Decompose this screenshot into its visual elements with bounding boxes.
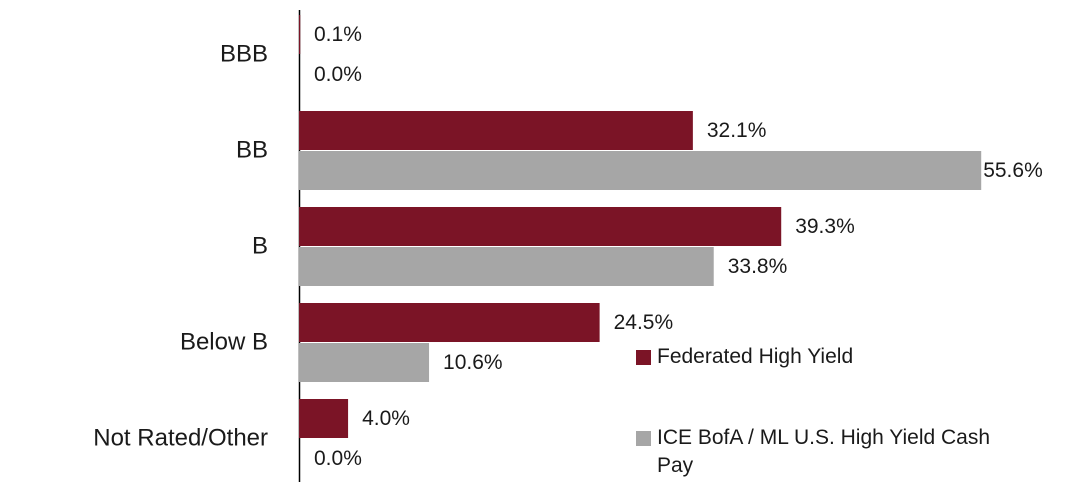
- category-label: Not Rated/Other: [93, 424, 268, 451]
- value-label: 0.1%: [314, 23, 362, 46]
- legend-label: ICE BofA / ML U.S. High Yield Cash Pay: [657, 426, 991, 477]
- value-label: 39.3%: [795, 215, 855, 238]
- legend-swatch: [636, 350, 651, 365]
- bar: [299, 15, 301, 54]
- bar: [299, 303, 600, 342]
- bar: [299, 207, 782, 246]
- category-label: B: [252, 232, 268, 259]
- bar: [299, 399, 349, 438]
- legend-item: ICE BofA / ML U.S. High Yield Cash Pay: [636, 424, 1016, 480]
- category-label: Below B: [180, 328, 268, 355]
- legend-item: Federated High Yield: [636, 343, 1016, 371]
- value-label: 10.6%: [443, 351, 503, 374]
- value-label: 0.0%: [314, 447, 362, 470]
- value-label: 0.0%: [314, 63, 362, 86]
- value-label: 24.5%: [614, 311, 674, 334]
- category-label: BB: [236, 136, 268, 163]
- legend-swatch: [636, 431, 651, 446]
- value-label: 33.8%: [728, 255, 788, 278]
- value-label: 55.6%: [983, 159, 1043, 182]
- category-label: BBB: [220, 40, 268, 67]
- bar: [299, 247, 714, 286]
- value-label: 32.1%: [707, 119, 767, 142]
- bar: [299, 343, 430, 382]
- bar: [299, 151, 982, 190]
- legend-label: Federated High Yield: [657, 345, 854, 368]
- value-label: 4.0%: [362, 407, 410, 430]
- bar: [299, 111, 693, 150]
